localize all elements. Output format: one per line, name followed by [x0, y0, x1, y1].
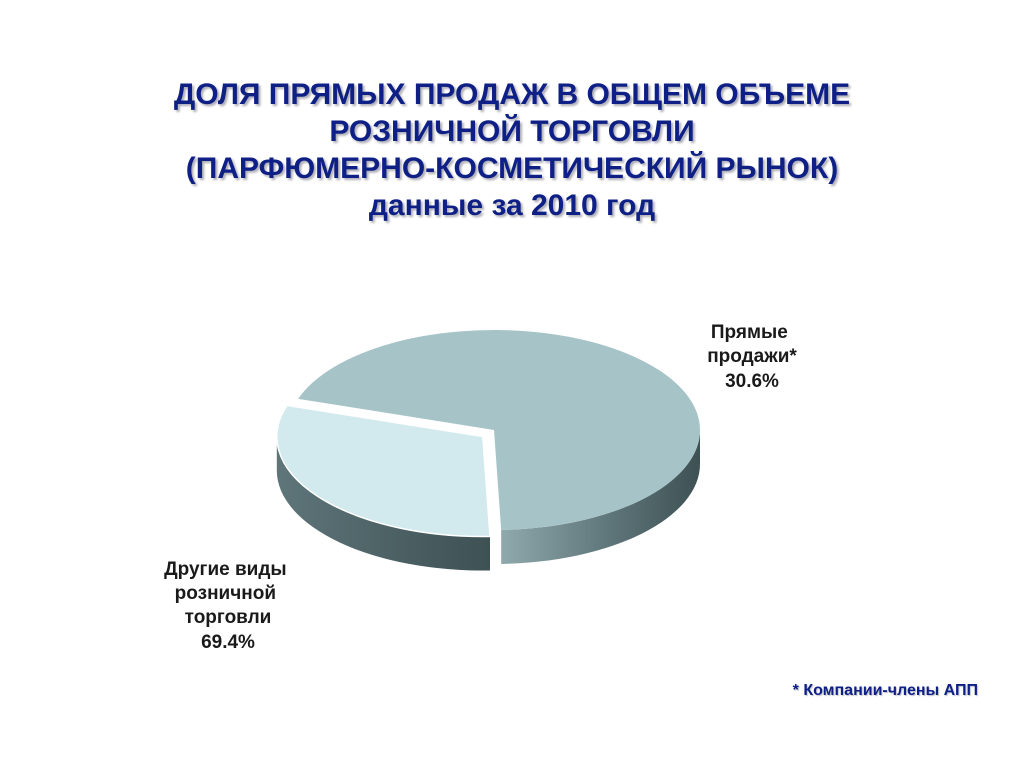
title-line-1: ДОЛЯ ПРЯМЫХ ПРОДАЖ В ОБЩЕМ ОБЪЕМЕ [173, 78, 851, 111]
slice-side-direct-sales [276, 436, 490, 571]
slice-other-retail [298, 329, 701, 530]
slice-value-direct-sales: 30.6% [725, 371, 779, 392]
footnote: * Компании-члены АПП [792, 682, 978, 699]
slice-side-other-retail [501, 430, 700, 564]
slice-label-direct-sales: Прямые продажи* [707, 322, 797, 367]
chart-title: ДОЛЯ ПРЯМЫХ ПРОДАЖ В ОБЩЕМ ОБЪЕМЕ РОЗНИЧ… [0, 76, 1024, 224]
title-line-3: (ПАРФЮМЕРНО-КОСМЕТИЧЕСКИЙ РЫНОК) [185, 152, 839, 185]
title-subtitle: данные за 2010 год [368, 189, 656, 222]
slice-label-other-retail: Другие виды розничной торговли [164, 559, 292, 628]
slice-value-other-retail: 69.4% [201, 632, 255, 653]
slice-direct-sales [276, 404, 491, 538]
title-line-2: РОЗНИЧНОЙ ТОРГОВЛИ [329, 115, 695, 148]
